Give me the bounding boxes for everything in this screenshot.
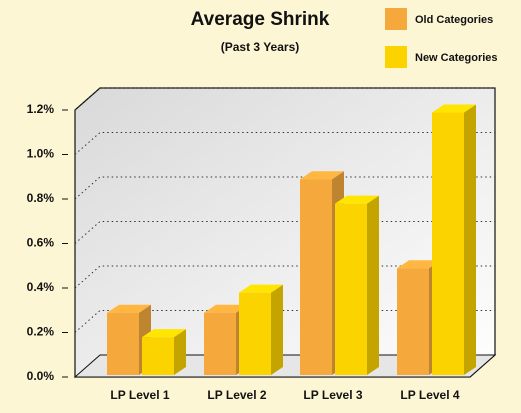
bar-side	[464, 104, 476, 375]
bar	[335, 203, 367, 375]
x-tick-label: LP Level 2	[207, 388, 266, 402]
bar-top	[397, 260, 441, 269]
y-tick-label: 1.2%	[27, 102, 55, 116]
legend-swatch	[385, 46, 407, 68]
x-tick-label: LP Level 4	[400, 388, 459, 402]
y-tick-label: 0.4%	[27, 280, 55, 294]
legend-label: New Categories	[415, 52, 498, 64]
legend-label: Old Categories	[415, 14, 493, 26]
bar-top	[335, 195, 379, 204]
bar-side	[174, 329, 186, 375]
y-tick-label: 0.8%	[27, 191, 55, 205]
bar-top	[239, 284, 283, 293]
bar	[397, 268, 429, 375]
bar-side	[271, 284, 283, 375]
bar	[239, 292, 271, 375]
bar-top	[142, 329, 186, 338]
bar-side	[367, 195, 379, 375]
bar-top	[300, 171, 344, 180]
bar	[432, 112, 464, 375]
bar-top	[204, 304, 248, 313]
chart-title: Average Shrink	[191, 9, 330, 30]
bar	[204, 312, 236, 375]
y-tick-label: 1.0%	[27, 147, 55, 161]
chart-subtitle: (Past 3 Years)	[221, 40, 300, 54]
y-tick-label: 0.0%	[27, 369, 55, 383]
bar-top	[107, 304, 151, 313]
x-tick-label: LP Level 3	[303, 388, 362, 402]
bar	[107, 312, 139, 375]
y-tick-label: 0.6%	[27, 236, 55, 250]
x-tick-label: LP Level 1	[110, 388, 169, 402]
bar	[142, 337, 174, 375]
bar-top	[432, 104, 476, 113]
y-tick-label: 0.2%	[27, 325, 55, 339]
bar	[300, 179, 332, 375]
legend-swatch	[385, 8, 407, 30]
